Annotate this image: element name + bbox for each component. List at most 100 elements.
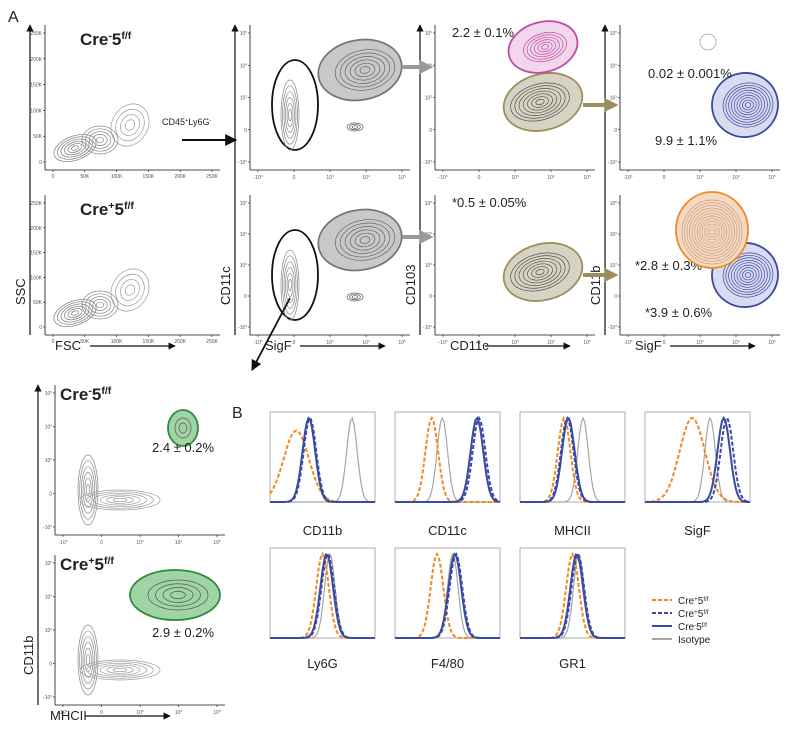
text-part: 10: [45, 458, 51, 464]
text-part: -10: [439, 340, 446, 346]
superscript: f/f: [121, 30, 131, 42]
contour: [120, 279, 140, 301]
x-tick-label: 105: [213, 709, 221, 716]
contour: [704, 223, 720, 241]
contour: [354, 62, 376, 78]
contour: [359, 236, 371, 244]
superscript: 3: [245, 262, 247, 266]
contour: [64, 140, 86, 156]
contour: [736, 94, 760, 116]
gate-percentage: *3.9 ± 0.6%: [645, 305, 713, 320]
x-tick-label: 0: [663, 175, 666, 181]
superscript: 3: [50, 524, 52, 528]
contour: [82, 642, 94, 678]
contour: [178, 422, 188, 434]
contour: [85, 653, 91, 667]
contour: [86, 661, 154, 679]
y-tick-label: 103: [45, 457, 53, 464]
x-tick-label: 103: [326, 174, 334, 181]
x-tick-label: 103: [511, 339, 519, 346]
contour: [736, 264, 760, 286]
text-part: 10: [768, 175, 774, 181]
y-tick-label: 0: [49, 662, 52, 668]
gate: [502, 242, 584, 302]
y-tick-label: 104: [610, 231, 618, 238]
y-tick-label: 150K: [30, 251, 42, 257]
text-part: 10: [175, 540, 181, 546]
y-tick-label: 103: [610, 262, 618, 269]
superscript: 5: [219, 539, 221, 543]
contour: [81, 290, 119, 320]
gate: [271, 59, 319, 151]
contour: [731, 259, 765, 291]
text-part: 10: [547, 175, 553, 181]
x-tick-label: 250K: [206, 174, 218, 180]
y-tick-label: 200K: [30, 226, 42, 232]
contour: [689, 207, 735, 257]
contour: [170, 590, 186, 600]
contour: [706, 226, 718, 238]
superscript: 4: [553, 174, 555, 178]
text-part: 0: [49, 492, 52, 498]
y-axis-label: SSC: [13, 278, 28, 305]
contour: [85, 128, 115, 152]
superscript: 3: [631, 174, 633, 178]
x-tick-label: 105: [583, 174, 591, 181]
contour: [346, 292, 364, 302]
superscript: 3: [50, 627, 52, 631]
contour: [359, 66, 371, 74]
contour: [85, 483, 91, 497]
contour: [537, 41, 553, 53]
contour: [344, 226, 386, 254]
superscript: 3: [261, 339, 263, 343]
text-part: 10: [511, 340, 517, 346]
superscript: 4: [245, 231, 247, 235]
text-part: 10: [732, 340, 738, 346]
histogram-curve: [395, 415, 500, 503]
superscript: f/f: [124, 200, 134, 212]
contour: [694, 212, 730, 252]
contour: [112, 667, 128, 673]
text-part: 0: [478, 340, 481, 346]
x-tick-label: -103: [254, 174, 263, 181]
superscript: 4: [50, 424, 52, 428]
y-tick-label: 105: [45, 560, 53, 567]
contour: [686, 204, 738, 260]
text-part: 10: [362, 340, 368, 346]
contour: [349, 59, 381, 81]
contour: [57, 136, 93, 160]
y-tick-label: 105: [240, 30, 248, 37]
y-tick-label: 150K: [30, 83, 42, 89]
histogram-frame: [519, 547, 626, 639]
text-part: 10: [610, 31, 616, 37]
contour: [514, 85, 566, 119]
superscript: 4: [430, 62, 432, 66]
superscript: 5: [430, 200, 432, 204]
contour: [88, 296, 112, 314]
text-part: 10: [425, 31, 431, 37]
histogram-label: CD11c: [428, 523, 467, 538]
x-axis-label: MHCII: [50, 708, 87, 723]
superscript: 3: [332, 339, 334, 343]
gate: [129, 569, 221, 621]
x-tick-label: 105: [583, 339, 591, 346]
contour: [527, 263, 553, 281]
histogram-label: GR1: [559, 656, 586, 671]
text-part: -10: [624, 175, 631, 181]
y-tick-label: 100K: [30, 108, 42, 114]
contour: [742, 99, 754, 111]
y-tick-label: -103: [423, 324, 432, 331]
contour: [115, 108, 145, 142]
x-tick-label: 0: [478, 340, 481, 346]
x-tick-label: 103: [696, 174, 704, 181]
y-tick-label: -103: [43, 524, 52, 531]
contour: [339, 222, 391, 258]
big-arrow: [251, 297, 291, 371]
text-part: 10: [425, 263, 431, 269]
text-part: 10: [240, 201, 246, 207]
contour: [527, 93, 553, 111]
text-part: 0: [663, 175, 666, 181]
contour: [85, 293, 115, 317]
y-tick-label: 0: [429, 128, 432, 134]
contour: [92, 134, 108, 146]
